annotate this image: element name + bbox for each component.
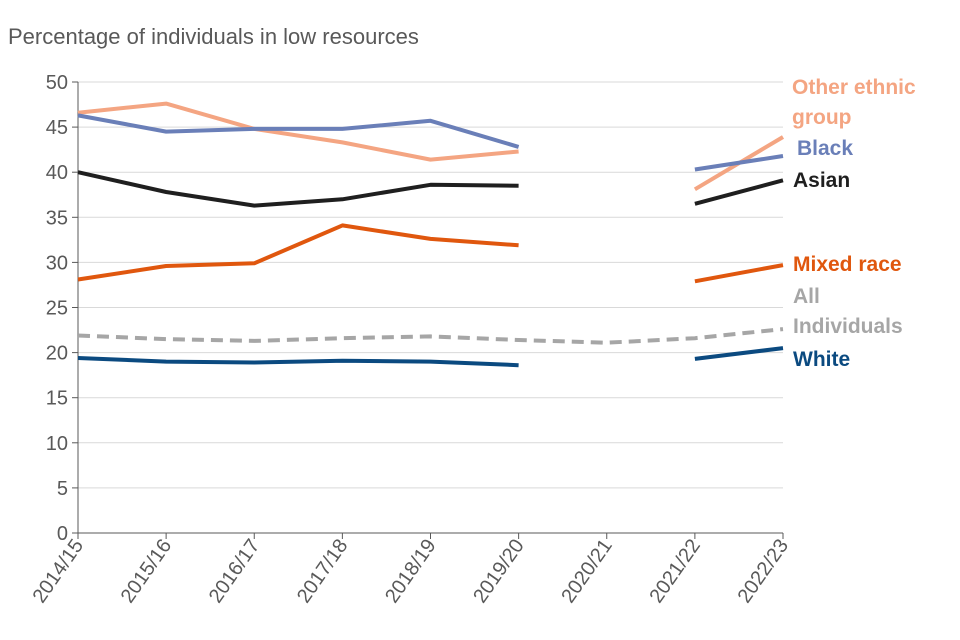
y-tick-label: 45 <box>46 117 68 139</box>
y-tick-label: 35 <box>46 207 68 229</box>
x-tick-label: 2016/17 <box>205 535 264 607</box>
x-tick-label: 2021/22 <box>645 535 704 607</box>
y-tick-label: 40 <box>46 162 68 184</box>
y-tick-label: 10 <box>46 433 68 455</box>
series-line-mixed-race <box>694 263 784 284</box>
x-tick-label: 2020/21 <box>557 535 616 607</box>
series-label-all-individuals: Individuals <box>793 315 903 338</box>
y-tick-label: 0 <box>57 523 68 545</box>
y-tick-label: 20 <box>46 343 68 365</box>
y-tick-label: 5 <box>57 478 68 500</box>
x-tick-label: 2019/20 <box>469 535 528 607</box>
series-line-black <box>694 154 784 172</box>
series-label-other-ethnic-group: group <box>792 106 851 129</box>
y-tick-label: 30 <box>46 252 68 274</box>
axes <box>77 82 783 534</box>
series-label-mixed-race: Mixed race <box>793 253 902 276</box>
series-label-other-ethnic-group: Other ethnic <box>792 76 916 99</box>
series-line-white <box>77 356 519 368</box>
x-tick-label: 2014/15 <box>29 535 88 607</box>
series-label-white: White <box>793 348 850 371</box>
series-line-all-individuals <box>77 327 784 345</box>
x-tick-label: 2018/19 <box>381 535 440 607</box>
series-labels: Other ethnic group Black Asian Mixed race All… <box>792 76 916 371</box>
gridlines <box>78 81 783 489</box>
series-label-black: Black <box>797 137 853 160</box>
series-line-asian <box>694 178 784 206</box>
series-label-asian: Asian <box>793 169 850 192</box>
series-line-asian <box>77 170 519 208</box>
series-line-white <box>694 346 784 361</box>
series-lines <box>77 101 785 368</box>
series-line-black <box>77 113 520 149</box>
series-line-other-ethnic-group <box>77 101 519 162</box>
y-tick-label: 25 <box>46 298 68 320</box>
x-tick-label: 2015/16 <box>117 535 176 607</box>
y-axis-ticks: 0 5 10 15 20 25 30 35 40 45 50 <box>46 72 78 545</box>
y-tick-label: 50 <box>46 72 68 94</box>
series-line-mixed-race <box>77 223 519 282</box>
x-axis-ticks: 2014/15 2015/16 2016/17 2017/18 2018/19 2019/… <box>29 533 793 607</box>
y-tick-label: 15 <box>46 388 68 410</box>
x-tick-label: 2017/18 <box>293 535 352 607</box>
series-label-all-individuals: All <box>793 285 820 308</box>
x-tick-label: 2022/23 <box>734 535 793 607</box>
y-axis-title: Percentage of individuals in low resourc… <box>8 24 419 49</box>
